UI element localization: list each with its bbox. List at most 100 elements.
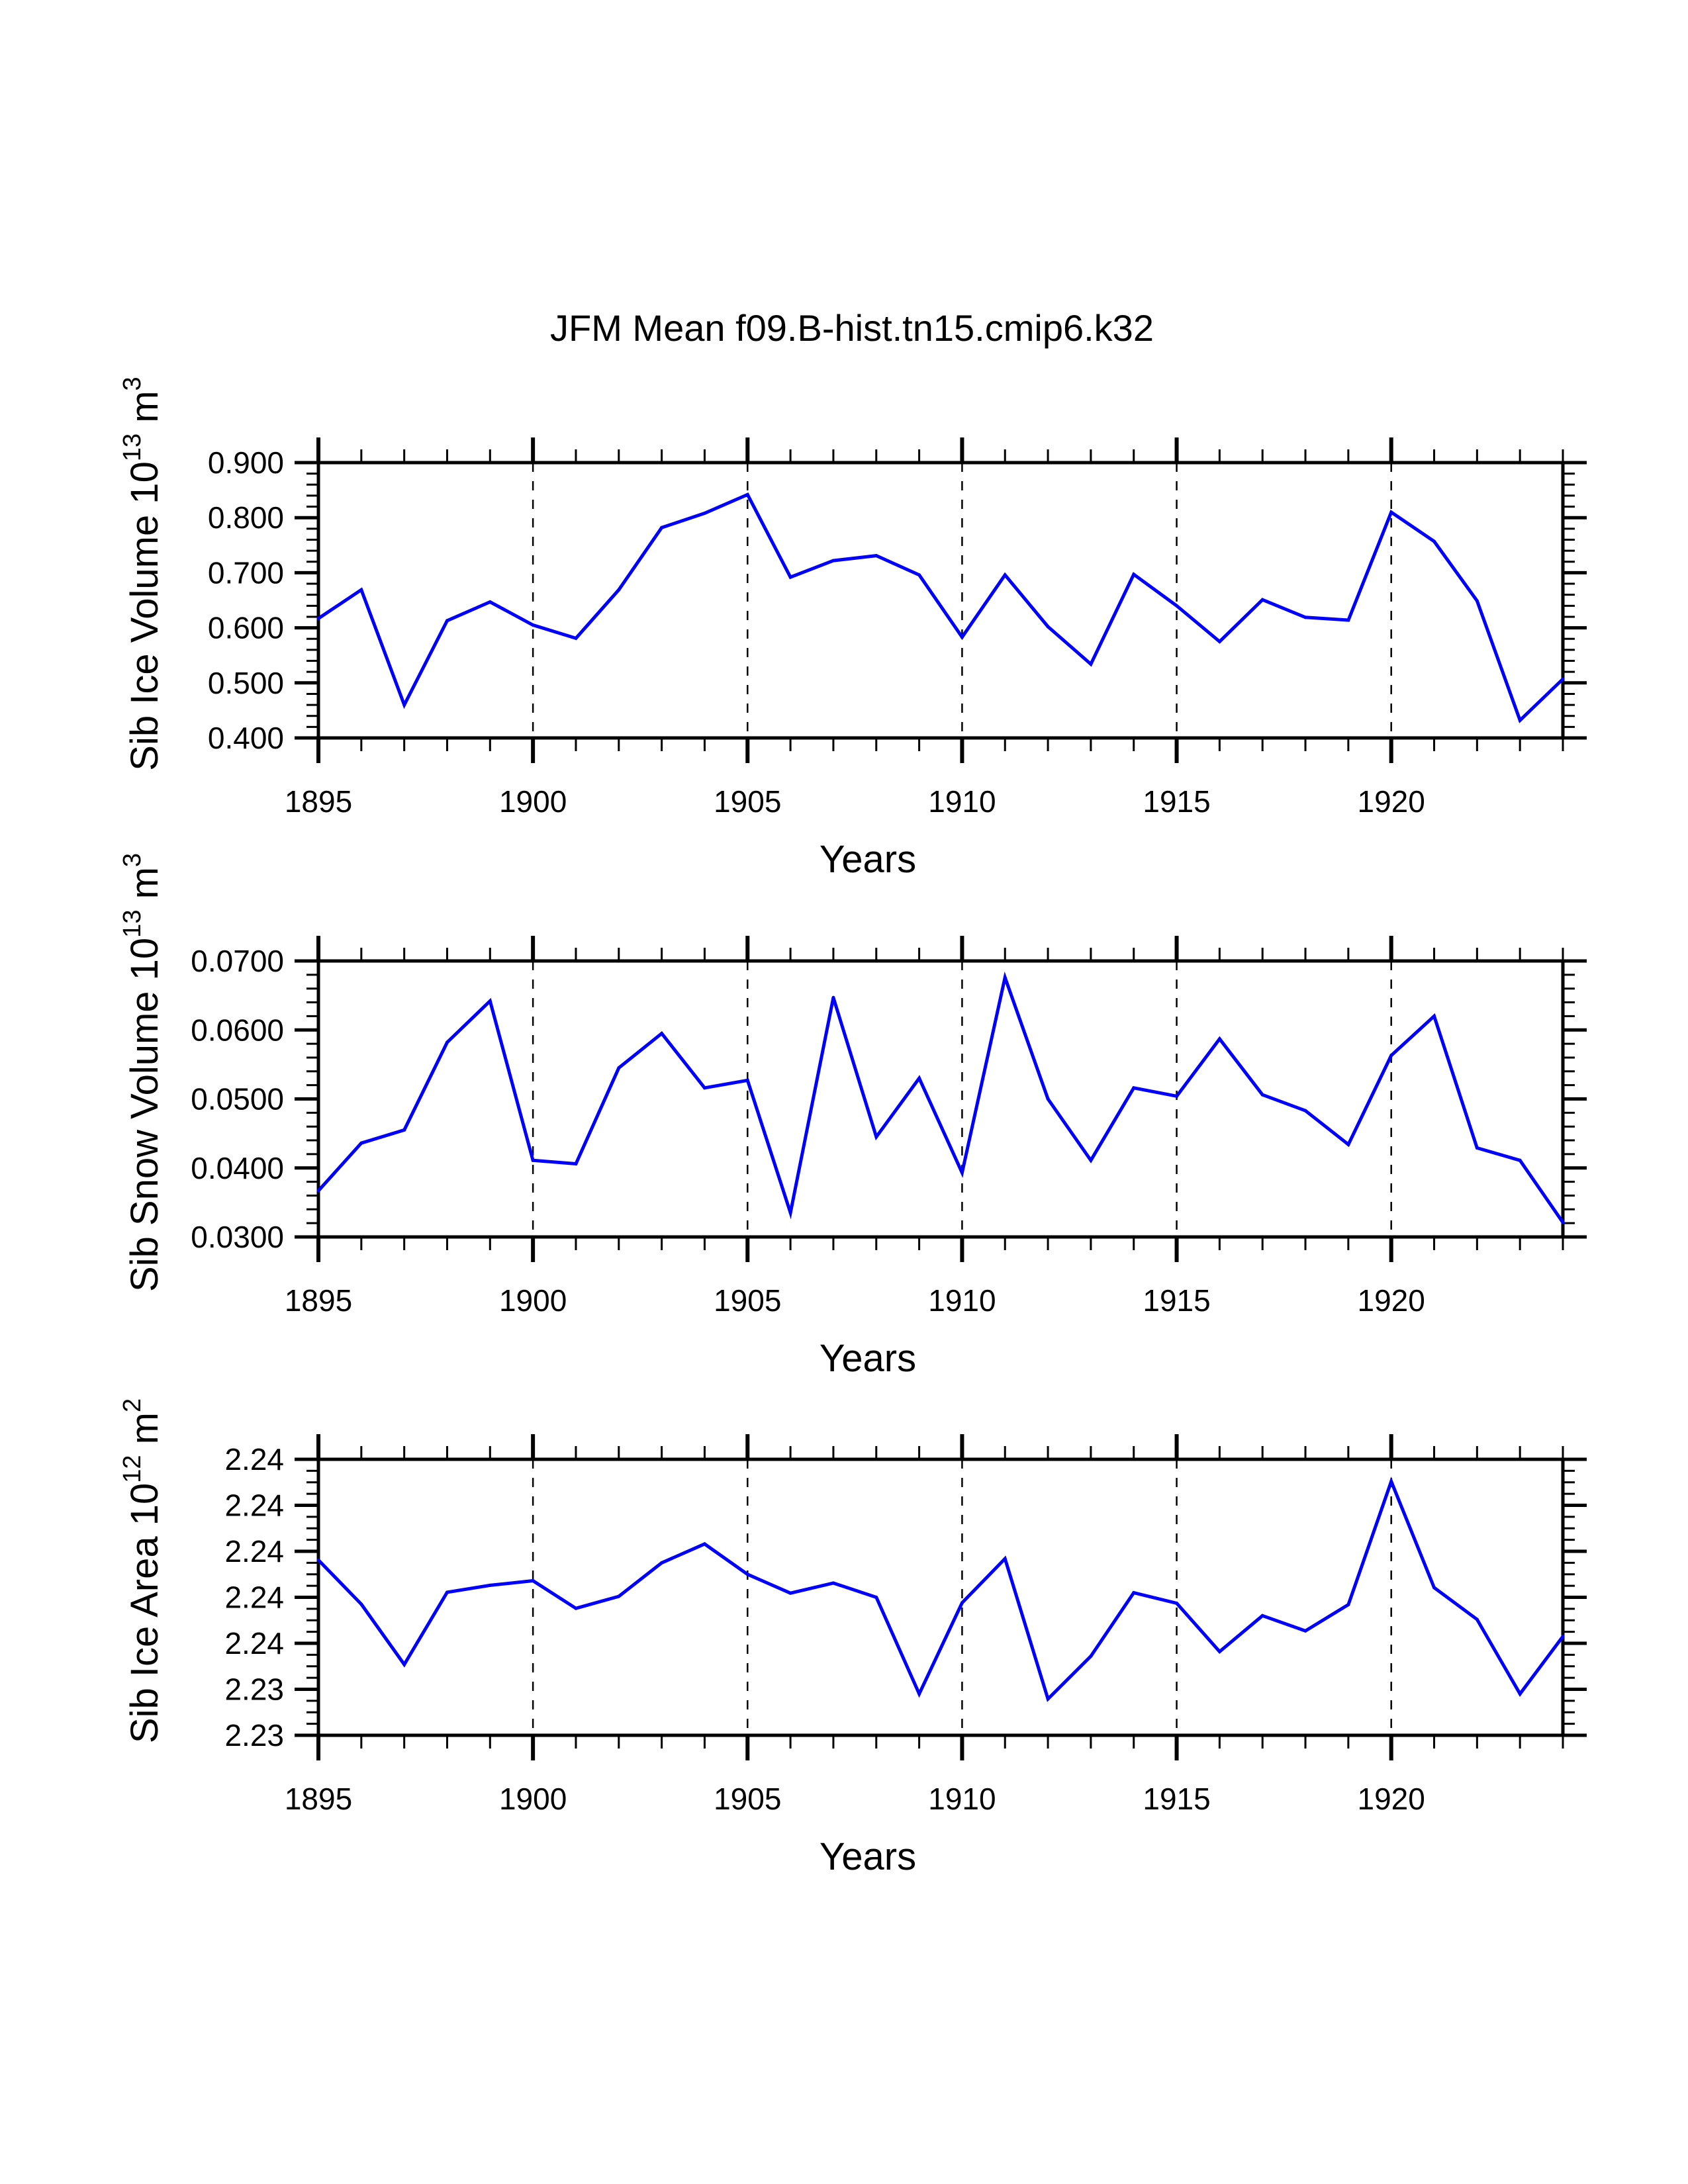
- x-tick-label: 1915: [1143, 1283, 1210, 1318]
- data-point: [702, 1542, 706, 1546]
- data-point: [316, 1189, 320, 1193]
- x-tick-label: 1895: [285, 1782, 352, 1816]
- y-axis-label-unit: m: [123, 1412, 166, 1455]
- y-axis-label: Sib Ice Area 1012 m2: [118, 1398, 166, 1743]
- x-tick-label: 1915: [1143, 1782, 1210, 1816]
- data-point: [359, 1141, 363, 1145]
- y-axis-label-exponent: 12: [118, 1455, 146, 1482]
- data-point: [702, 512, 706, 516]
- x-tick-label: 1920: [1358, 784, 1425, 819]
- data-point: [1475, 1617, 1479, 1621]
- x-tick-label: 1910: [928, 1782, 996, 1816]
- data-point: [402, 1128, 406, 1132]
- y-tick-label: 0.0500: [191, 1082, 284, 1116]
- data-point: [1003, 976, 1007, 979]
- y-tick-label: 0.900: [208, 445, 284, 480]
- y-tick-label: 2.24: [224, 1488, 284, 1523]
- y-tick-label: 0.400: [208, 721, 284, 755]
- data-point: [1346, 1603, 1350, 1607]
- data-point: [1260, 598, 1264, 602]
- y-axis-label-text: Sib Snow Volume 10: [123, 938, 166, 1292]
- data-point: [1389, 1479, 1393, 1483]
- data-point: [574, 1161, 578, 1165]
- data-point: [1175, 604, 1179, 608]
- data-point: [1217, 639, 1221, 643]
- data-point: [402, 703, 406, 707]
- data-point: [1175, 1602, 1179, 1606]
- data-point: [1089, 1158, 1093, 1162]
- y-axis-label-unit-exponent: 2: [118, 1398, 146, 1412]
- data-point: [1518, 1158, 1522, 1162]
- data-point: [359, 1602, 363, 1606]
- data-point: [917, 573, 921, 577]
- data-point: [1260, 1093, 1264, 1097]
- data-point: [917, 1076, 921, 1080]
- data-point: [1046, 625, 1050, 629]
- plot-frame: [316, 461, 1565, 740]
- data-point: [1132, 1591, 1136, 1595]
- y-axis-label-unit: m: [123, 867, 166, 909]
- data-point: [1518, 1692, 1522, 1696]
- y-tick-label: 0.0300: [191, 1220, 284, 1254]
- x-tick-label: 1900: [499, 784, 567, 819]
- data-point: [1089, 662, 1093, 666]
- x-tick-label: 1905: [714, 784, 781, 819]
- data-point: [1260, 1614, 1264, 1617]
- data-point: [1432, 539, 1436, 543]
- y-tick-label: 2.24: [224, 1534, 284, 1569]
- data-point: [917, 1692, 921, 1696]
- data-point: [1561, 1220, 1565, 1224]
- data-point: [1346, 1142, 1350, 1146]
- chart-title: JFM Mean f09.B-hist.tn15.cmip6.k32: [550, 307, 1154, 349]
- data-point: [788, 1211, 792, 1215]
- data-point: [574, 1606, 578, 1610]
- data-point: [660, 525, 664, 529]
- data-point: [1475, 599, 1479, 603]
- y-tick-label: 0.0600: [191, 1013, 284, 1047]
- x-tick-label: 1910: [928, 1283, 996, 1318]
- x-tick-label: 1905: [714, 1782, 781, 1816]
- y-tick-label: 2.23: [224, 1718, 284, 1752]
- x-tick-label: 1920: [1358, 1782, 1425, 1816]
- plot-frame: [316, 959, 1565, 1239]
- data-point: [874, 1135, 878, 1139]
- data-point: [488, 999, 492, 1003]
- panel-snow-volume: 0.0300 0.0400 0.0500 0.0600 0.0700 1895 1900 19…: [118, 853, 1587, 1380]
- data-point: [745, 492, 749, 496]
- y-axis-label-exponent: 13: [118, 910, 146, 938]
- y-axis-label-unit-exponent: 3: [118, 377, 146, 390]
- data-line-ice-volume: [317, 492, 1564, 723]
- x-tick-label: 1900: [499, 1782, 567, 1816]
- x-axis-label: Years: [820, 1337, 916, 1380]
- data-point: [874, 554, 878, 558]
- x-tick-label: 1900: [499, 1283, 567, 1318]
- data-line-ice-area: [317, 1477, 1565, 1702]
- data-point: [788, 1591, 792, 1595]
- data-point: [402, 1662, 406, 1666]
- data-point: [1303, 1629, 1307, 1633]
- data-point: [488, 1583, 492, 1587]
- y-axis-label: Sib Ice Volume 1013 m3: [118, 377, 166, 770]
- x-tick-label: 1915: [1143, 784, 1210, 819]
- data-point: [1046, 1097, 1050, 1101]
- x-axis-label: Years: [820, 838, 916, 881]
- data-point: [1003, 1557, 1007, 1561]
- data-point: [359, 588, 363, 592]
- data-point: [1003, 573, 1007, 577]
- data-point: [960, 1601, 964, 1605]
- data-point: [874, 1596, 878, 1599]
- y-tick-label: 2.24: [224, 1442, 284, 1477]
- data-point: [1389, 1054, 1393, 1058]
- x-tick-label: 1895: [285, 784, 352, 819]
- panel-ice-area: 2.23 2.23 2.24 2.24 2.24 2.24 2.24 1895 1900 1905…: [118, 1398, 1587, 1878]
- data-point: [1561, 1635, 1565, 1639]
- data-point: [531, 1578, 535, 1582]
- data-point: [831, 1581, 835, 1585]
- data-point: [831, 995, 835, 999]
- data-point: [831, 559, 835, 563]
- y-tick-label: 0.0400: [191, 1151, 284, 1185]
- y-tick-label: 0.700: [208, 555, 284, 590]
- data-point: [1217, 1037, 1221, 1041]
- data-point: [1217, 1650, 1221, 1654]
